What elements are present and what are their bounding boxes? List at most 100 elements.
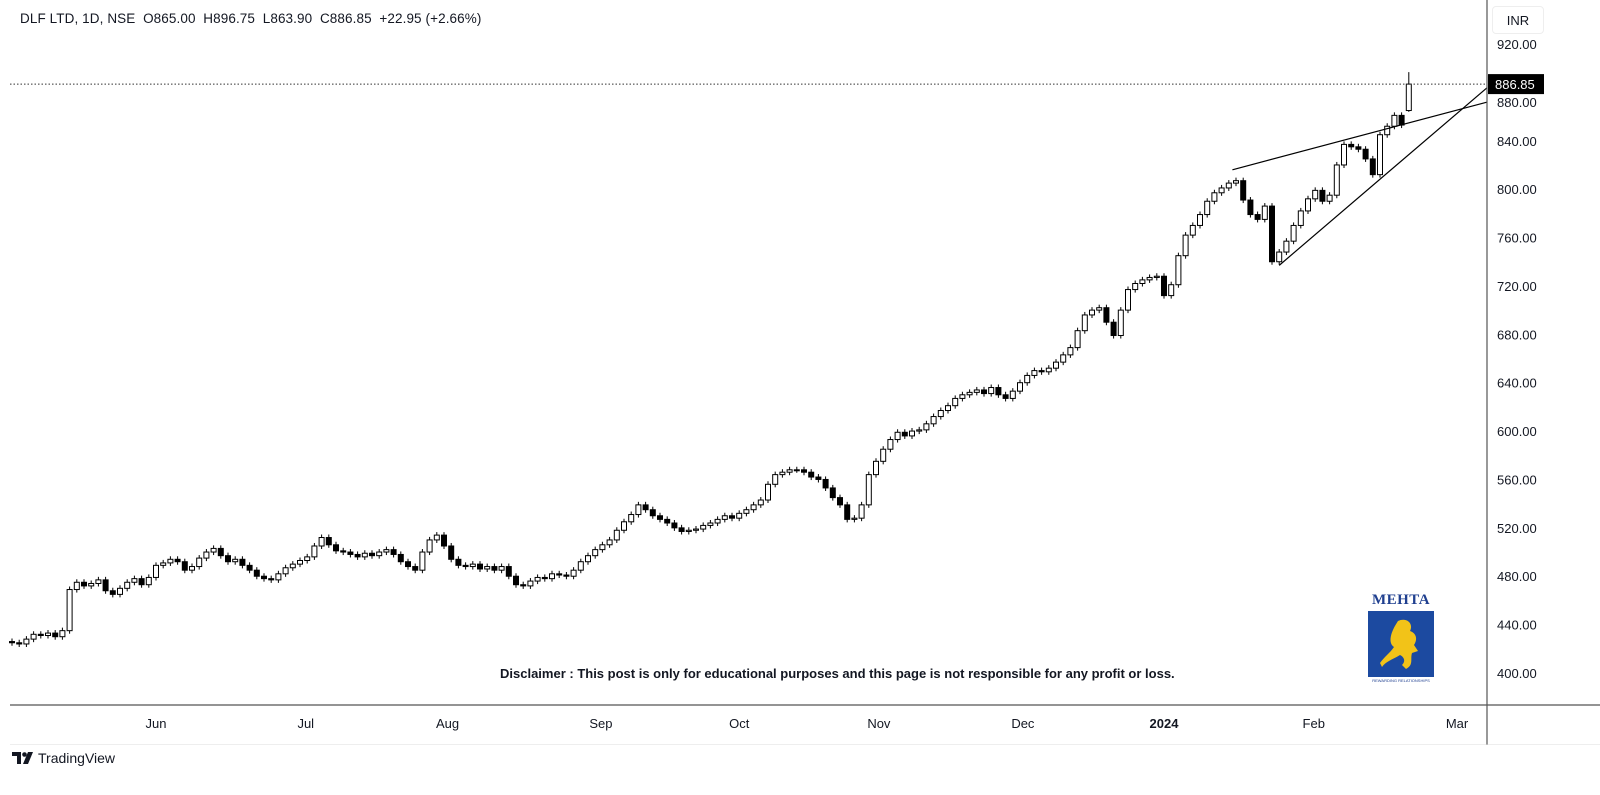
candle <box>1182 232 1189 259</box>
candle-body <box>145 576 152 586</box>
tradingview-brand[interactable]: TradingView <box>12 750 115 766</box>
candle <box>1024 372 1031 386</box>
candle-body <box>289 563 296 569</box>
candle <box>981 386 987 397</box>
candle <box>167 556 174 566</box>
candle <box>1355 143 1362 153</box>
candle <box>124 579 131 592</box>
last-price-badge <box>1488 74 1544 95</box>
candle-body <box>556 573 563 576</box>
candle <box>297 557 303 568</box>
candle <box>1067 344 1074 358</box>
candle <box>181 558 188 574</box>
candle <box>1153 273 1160 281</box>
candle-body <box>858 504 865 519</box>
price-chart[interactable]: 400.00 440.00 480.00 520.00 560.00 600.00 640.… <box>0 0 1600 745</box>
candle-body <box>729 515 735 519</box>
candle <box>30 631 37 643</box>
candle-body <box>282 567 289 575</box>
candle <box>232 556 239 565</box>
candle <box>772 471 779 488</box>
candle-body <box>1377 134 1383 176</box>
candle-body <box>1362 148 1369 160</box>
candle-body <box>1081 314 1088 332</box>
candle <box>412 563 419 574</box>
candle-body <box>743 509 750 514</box>
candle-body <box>577 561 584 571</box>
candle-body <box>455 558 462 566</box>
candle <box>1053 359 1059 372</box>
candle <box>714 516 721 527</box>
candle-body <box>1312 189 1319 200</box>
candle-body <box>865 474 872 506</box>
candle-body <box>1405 83 1412 112</box>
candle <box>203 549 210 562</box>
candle-body <box>397 553 404 563</box>
candle <box>678 524 685 535</box>
candle <box>491 563 498 574</box>
candle-body <box>621 521 627 531</box>
candle-body <box>1031 370 1038 376</box>
candle-body <box>210 547 217 553</box>
candle <box>599 541 606 553</box>
candle-body <box>534 576 541 582</box>
candle-body <box>333 544 339 552</box>
candle-body <box>880 448 887 462</box>
candle-body <box>361 552 368 558</box>
candle-body <box>815 476 822 480</box>
price-axis[interactable]: 400.00 440.00 480.00 520.00 560.00 600.00 640.… <box>1497 37 1537 681</box>
candle <box>793 466 800 473</box>
candle <box>354 551 361 560</box>
candle-body <box>570 569 577 577</box>
candle <box>1269 203 1275 265</box>
candle-body <box>160 562 167 566</box>
currency-button[interactable]: INR <box>1492 6 1544 34</box>
candle <box>189 563 195 574</box>
candle <box>66 586 73 634</box>
candle-body <box>1153 275 1160 278</box>
time-axis[interactable]: Jun Jul Aug Sep Oct Nov Dec 2024 Feb Mar <box>146 716 1469 731</box>
candle-body <box>779 471 786 476</box>
time-tick-label: Feb <box>1303 716 1325 731</box>
candle <box>1002 391 1009 402</box>
candle-body <box>73 581 80 591</box>
candle-body <box>685 529 692 532</box>
candle-body <box>261 575 267 580</box>
candle <box>873 458 879 478</box>
candle-body <box>1218 187 1225 194</box>
candle <box>477 561 483 572</box>
candle <box>462 562 469 570</box>
candle-body <box>383 549 390 553</box>
candle-body <box>340 550 347 553</box>
candle-body <box>901 431 908 437</box>
candle <box>779 469 786 478</box>
candle <box>1341 141 1347 168</box>
candle-body <box>369 552 375 557</box>
candle-body <box>1283 240 1290 253</box>
candle-body <box>1168 284 1175 297</box>
candle <box>786 466 793 476</box>
candle-body <box>613 529 620 541</box>
candle-body <box>541 576 548 580</box>
candle <box>1377 131 1383 178</box>
candle <box>1189 222 1196 239</box>
candle <box>865 471 872 508</box>
candle <box>1132 280 1139 293</box>
candle-body <box>1398 114 1405 126</box>
candle-body <box>988 387 995 395</box>
candle-body <box>585 555 591 563</box>
candle-body <box>318 537 325 547</box>
candle-body <box>505 566 512 577</box>
candle <box>1125 286 1131 314</box>
candle-body <box>1254 214 1261 220</box>
candle <box>1333 161 1340 199</box>
candle-body <box>1146 276 1153 281</box>
candle-body <box>225 555 231 563</box>
candle-body <box>649 509 656 517</box>
candle-body <box>117 587 123 595</box>
candle-body <box>433 534 440 541</box>
candle-body <box>16 642 23 645</box>
candle <box>1384 123 1391 138</box>
candle <box>95 576 102 587</box>
candle <box>9 638 15 646</box>
